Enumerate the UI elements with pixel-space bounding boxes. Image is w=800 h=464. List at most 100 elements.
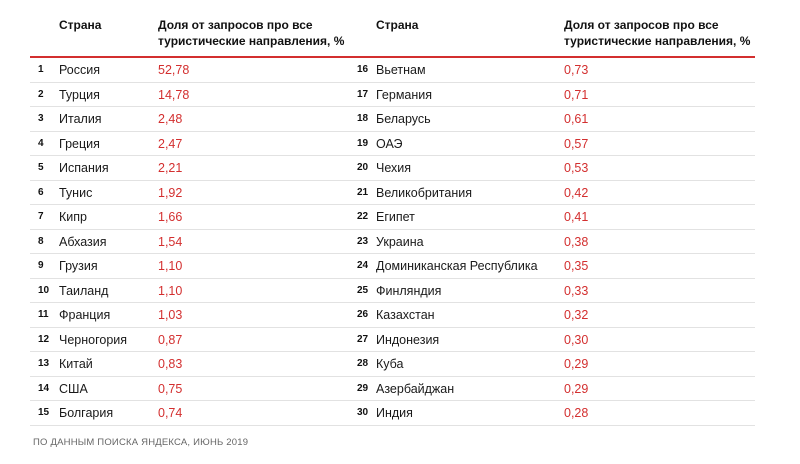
rank-number: 19 (357, 137, 369, 149)
country-name: Германия (376, 87, 433, 102)
table-row: 11 Франция 1,03 (30, 303, 358, 328)
rank-number: 3 (38, 113, 44, 124)
rank-number: 14 (38, 382, 50, 394)
rank-number: 21 (357, 186, 369, 198)
country-name: Финляндия (376, 283, 442, 298)
table-row: 1 Россия 52,78 (30, 58, 358, 83)
table-row: 26 Казахстан 0,32 (348, 303, 755, 328)
share-value: 0,71 (564, 87, 589, 102)
country-name: Беларусь (376, 112, 431, 126)
share-value: 0,35 (564, 259, 589, 273)
share-column-header-right: Доля от запросов про все туристические н… (564, 18, 751, 48)
share-value: 1,03 (158, 308, 183, 322)
country-name: Турция (59, 87, 100, 102)
share-value: 0,42 (564, 185, 589, 200)
rank-number: 23 (357, 235, 369, 247)
share-value: 1,92 (158, 185, 183, 200)
share-value: 0,29 (564, 381, 589, 396)
rank-number: 13 (38, 358, 50, 369)
rank-number: 10 (38, 284, 50, 296)
table-row: 2 Турция 14,78 (30, 83, 358, 107)
share-value: 0,53 (564, 161, 589, 175)
country-name: Россия (59, 63, 100, 77)
country-name: США (59, 381, 88, 396)
share-value: 0,33 (564, 283, 589, 298)
share-value: 0,30 (564, 332, 589, 347)
rank-number: 1 (38, 64, 44, 75)
share-value: 0,73 (564, 63, 589, 77)
country-name: Украина (376, 234, 424, 249)
share-value: 0,38 (564, 234, 589, 249)
country-column-header-right: Страна (376, 18, 419, 32)
share-value: 0,29 (564, 357, 589, 371)
rank-number: 26 (357, 309, 369, 320)
country-name: Грузия (59, 259, 98, 273)
share-value: 0,32 (564, 308, 589, 322)
table-row: 5 Испания 2,21 (30, 156, 358, 181)
country-name: ОАЭ (376, 136, 403, 151)
country-name: Вьетнам (376, 63, 426, 77)
rank-number: 30 (357, 407, 369, 418)
country-name: Черногория (59, 332, 128, 347)
table-row: 29 Азербайджан 0,29 (348, 377, 755, 401)
rank-number: 12 (38, 333, 50, 345)
rank-number: 20 (357, 162, 369, 173)
table-row: 25 Финляндия 0,33 (348, 279, 755, 303)
rank-number: 5 (38, 162, 44, 173)
source-note: ПО ДАННЫМ ПОИСКА ЯНДЕКСА, ИЮНЬ 2019 (33, 437, 249, 448)
table-row: 23 Украина 0,38 (348, 230, 755, 254)
table-row: 6 Тунис 1,92 (30, 181, 358, 205)
rank-number: 29 (357, 382, 369, 394)
rank-number: 24 (357, 260, 369, 271)
country-column-header-left: Страна (59, 18, 102, 32)
table-row: 18 Беларусь 0,61 (348, 107, 755, 132)
share-value: 2,21 (158, 161, 183, 175)
country-name: Куба (376, 357, 404, 371)
table-row: 7 Кипр 1,66 (30, 205, 358, 230)
country-name: Абхазия (59, 234, 107, 249)
country-name: Индонезия (376, 332, 440, 347)
country-name: Таиланд (59, 283, 109, 298)
rank-number: 22 (357, 211, 369, 222)
country-name: Кипр (59, 210, 87, 224)
country-name: Тунис (59, 185, 93, 200)
country-name: Франция (59, 308, 111, 322)
share-value: 0,41 (564, 210, 589, 224)
table-row: 22 Египет 0,41 (348, 205, 755, 230)
share-value: 1,54 (158, 234, 183, 249)
rank-number: 15 (38, 407, 50, 418)
rank-number: 2 (38, 88, 44, 100)
country-name: Греция (59, 136, 100, 151)
country-name: Китай (59, 357, 93, 371)
rank-number: 11 (38, 309, 49, 320)
country-name: Болгария (59, 406, 114, 420)
country-name: Чехия (376, 161, 412, 175)
rank-number: 25 (357, 284, 369, 296)
rank-number: 28 (357, 358, 369, 369)
rank-number: 8 (38, 235, 44, 247)
share-value: 1,10 (158, 259, 183, 273)
table-row: 19 ОАЭ 0,57 (348, 132, 755, 156)
country-name: Индия (376, 406, 413, 420)
rank-number: 27 (357, 333, 369, 345)
table-row: 14 США 0,75 (30, 377, 358, 401)
table-row: 28 Куба 0,29 (348, 352, 755, 377)
share-value: 0,87 (158, 332, 183, 347)
table-row: 30 Индия 0,28 (348, 401, 755, 426)
country-name: Испания (59, 161, 109, 175)
country-name: Италия (59, 112, 102, 126)
table-row: 8 Абхазия 1,54 (30, 230, 358, 254)
table-row: 17 Германия 0,71 (348, 83, 755, 107)
table-row: 16 Вьетнам 0,73 (348, 58, 755, 83)
share-value: 0,61 (564, 112, 589, 126)
share-value: 0,74 (158, 406, 183, 420)
share-value: 1,66 (158, 210, 183, 224)
table-row: 13 Китай 0,83 (30, 352, 358, 377)
rank-number: 17 (357, 88, 369, 100)
table-row: 24 Доминиканская Республика 0,35 (348, 254, 755, 279)
share-value: 52,78 (158, 63, 190, 77)
country-name: Казахстан (376, 308, 435, 322)
share-column-header-left: Доля от запросов про все туристические н… (158, 18, 345, 48)
rank-number: 7 (38, 211, 44, 222)
share-value: 0,28 (564, 406, 589, 420)
